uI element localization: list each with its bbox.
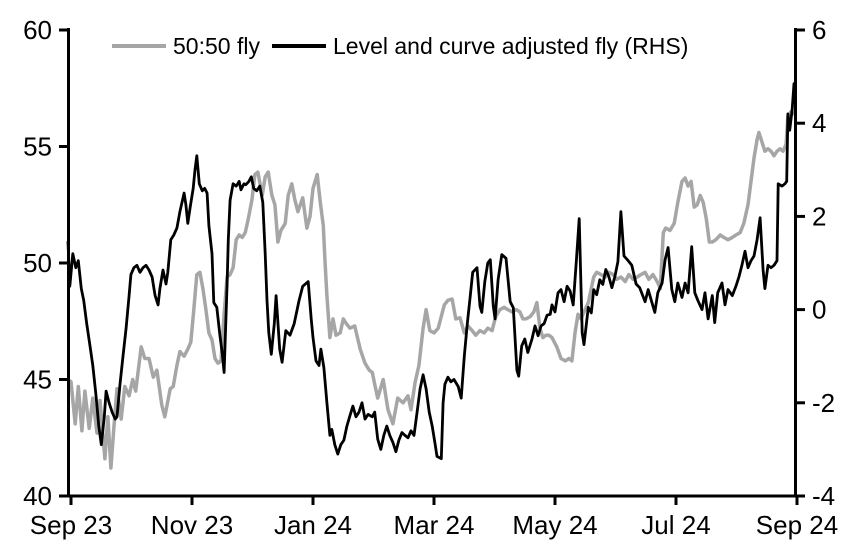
legend-label-level-curve-adjusted-fly: Level and curve adjusted fly (RHS): [333, 33, 689, 59]
legend-item-5050-fly: 50:50 fly: [112, 34, 260, 58]
legend-swatch-level-curve-adjusted-fly: [272, 44, 326, 48]
series-line-5050-fly: [66, 109, 796, 470]
x-axis-tick-label: Mar 24: [394, 510, 475, 540]
series-line-level-curve-adjusted-fly: [66, 82, 796, 461]
right-axis-tick-label: 6: [812, 15, 826, 45]
x-axis-tick-label: Sep 24: [756, 510, 838, 540]
legend-label-5050-fly: 50:50 fly: [173, 33, 260, 59]
right-axis-tick-label: 2: [812, 201, 826, 231]
x-axis-tick-label: Nov 23: [151, 510, 233, 540]
right-axis-tick-label: -2: [812, 388, 835, 418]
left-axis-tick-label: 55: [23, 132, 52, 162]
left-axis-tick-label: 45: [23, 365, 52, 395]
legend-item-level-curve-adjusted-fly: Level and curve adjusted fly (RHS): [272, 34, 688, 58]
left-axis-tick-label: 40: [23, 481, 52, 511]
x-axis-tick-label: May 24: [512, 510, 597, 540]
right-axis-tick-label: 0: [812, 295, 826, 325]
x-axis-tick-label: Jul 24: [641, 510, 710, 540]
legend: 50:50 fly Level and curve adjusted fly (…: [0, 0, 852, 70]
legend-swatch-5050-fly: [112, 44, 166, 48]
right-axis-tick-label: -4: [812, 481, 835, 511]
left-axis-tick-label: 60: [23, 15, 52, 45]
x-axis-tick-label: Jan 24: [274, 510, 352, 540]
right-axis-tick-label: 4: [812, 108, 826, 138]
left-axis-tick-label: 50: [23, 248, 52, 278]
x-axis-tick-label: Sep 23: [30, 510, 112, 540]
